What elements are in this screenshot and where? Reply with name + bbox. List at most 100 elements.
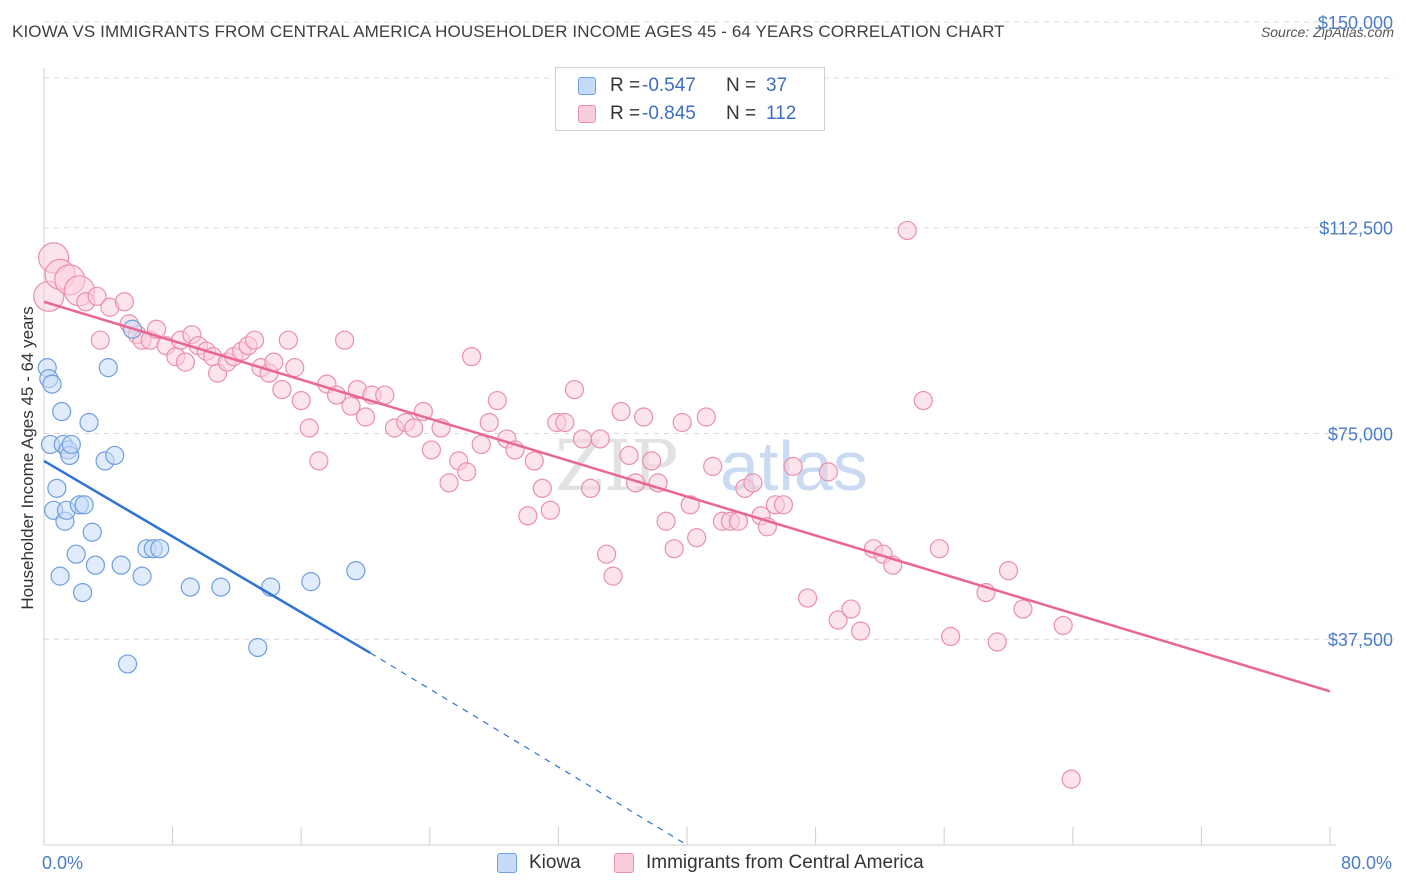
point-central-america [524,451,544,471]
legend-label-kiowa: Kiowa [529,852,581,873]
point-kiowa [52,401,72,422]
series-kiowa [37,319,366,674]
point-central-america [285,358,305,378]
point-central-america [532,478,552,498]
point-central-america [998,561,1019,581]
y-tick-label: $75,000 [1328,424,1393,444]
legend-item-central-america[interactable]: Immigrants from Central America [614,852,924,874]
series-legend: Kiowa Immigrants from Central America [0,850,1406,878]
y-tick-label: $112,500 [1319,219,1393,239]
point-central-america [619,445,639,466]
point-kiowa [50,566,70,586]
point-kiowa [132,566,152,586]
point-central-america [897,220,917,241]
point-central-america [309,451,329,471]
legend-n-label: N = [726,103,757,124]
legend-swatch-central-america [614,853,634,873]
stats-legend: R = -0.547 N = 37 R = -0.845 N = 112 [555,67,825,131]
point-kiowa [105,445,125,466]
point-kiowa [47,478,67,498]
point-central-america [851,621,871,641]
point-central-america [335,330,355,350]
y-tick-label: $150,000 [1318,13,1393,33]
y-tick-label: $37,500 [1328,630,1393,650]
legend-n-value: 112 [766,103,797,124]
point-central-america [244,330,265,350]
point-central-america [341,396,361,416]
point-central-america [590,429,610,449]
point-central-america [703,456,723,476]
point-central-america [1053,615,1073,636]
watermark: ZIP atlas [555,425,868,507]
point-central-america [929,539,949,559]
point-central-america [680,495,700,515]
point-central-america [457,462,477,482]
point-kiowa [79,412,99,433]
point-central-america [818,462,839,482]
x-ticks [43,827,1331,845]
point-central-america [1061,769,1081,789]
point-central-america [664,539,684,559]
legend-swatch-kiowa [497,853,517,873]
point-kiowa [85,555,106,575]
point-central-america [687,528,707,548]
source-label: Source: ZipAtlas.com [1260,24,1394,40]
point-central-america [90,330,110,350]
point-central-america [404,418,424,438]
trend-line-kiowa-extension [370,652,688,846]
point-central-america [355,407,376,427]
trend-line-central-america [43,300,1331,693]
legend-n-label: N = [726,75,757,96]
point-central-america [272,379,292,400]
chart-title: KIOWA VS IMMIGRANTS FROM CENTRAL AMERICA… [12,22,1005,41]
trend-lines [43,300,1331,846]
point-central-america [597,544,617,564]
point-central-america [743,473,763,493]
point-central-america [572,429,593,449]
point-central-america [783,456,803,476]
legend-item-kiowa[interactable]: Kiowa [497,852,581,874]
point-central-america [633,407,654,427]
point-central-america [487,390,507,411]
point-kiowa [111,555,131,575]
point-central-america [461,347,482,367]
point-central-america [642,451,662,471]
point-central-america [941,626,961,647]
point-kiowa [66,544,86,564]
legend-r-value: -0.845 [642,103,696,124]
legend-r-label: R = [610,103,641,124]
point-central-america [656,511,676,531]
point-central-america [439,473,459,493]
x-tick-label-min: 0.0% [42,853,83,873]
point-central-america [797,588,818,608]
point-kiowa [150,539,170,559]
point-central-america [696,407,716,427]
point-central-america [175,352,196,372]
point-central-america [672,412,692,433]
point-central-america [375,385,395,405]
point-central-america [841,599,861,619]
point-central-america [518,506,538,526]
legend-row-central-america: R = -0.845 N = 112 [578,100,796,128]
point-kiowa [117,654,138,674]
point-central-america [913,390,933,411]
point-kiowa [74,495,94,515]
legend-row-kiowa: R = -0.547 N = 37 [578,72,787,100]
legend-swatch-kiowa [578,77,596,95]
point-kiowa [82,522,102,542]
point-kiowa [346,561,366,581]
point-kiowa [211,577,231,597]
point-central-america [114,292,134,312]
legend-swatch-central-america [578,105,596,123]
x-tick-label-max: 80.0% [1341,853,1392,873]
point-central-america [564,379,585,400]
point-central-america [540,500,560,520]
legend-r-value: -0.547 [642,75,696,96]
series-central-america [33,220,1081,789]
point-kiowa [61,434,81,455]
point-kiowa [42,374,62,394]
trend-line-kiowa [43,459,371,655]
point-central-america [611,401,631,422]
point-central-america [291,390,311,411]
point-central-america [773,495,794,515]
